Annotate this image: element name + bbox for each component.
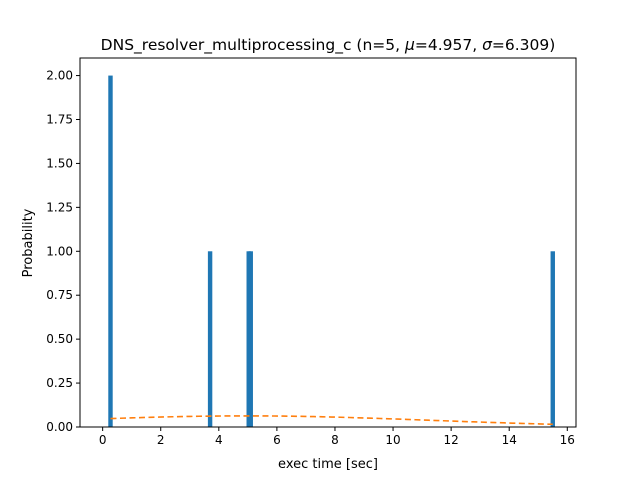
y-tick-label: 1.50: [46, 156, 73, 170]
y-tick-label: 1.00: [46, 244, 73, 258]
x-tick-label: 6: [273, 433, 281, 447]
y-tick-label: 1.25: [46, 200, 73, 214]
chart-title: DNS_resolver_multiprocessing_c (n=5, μ=4…: [101, 36, 556, 55]
y-tick-label: 0.25: [46, 376, 73, 390]
y-axis-ticks: 0.00 0.25 0.50 0.75 1.00 1.25 1.50 1.75 2.00: [46, 69, 80, 434]
y-tick-label: 0.75: [46, 288, 73, 302]
plot-area: [108, 75, 555, 428]
normal-fit-curve: [110, 415, 553, 426]
x-axis-ticks: 0 2 4 6 8 10 12 14 16: [99, 427, 575, 447]
x-tick-label: 8: [331, 433, 339, 447]
x-tick-label: 16: [560, 433, 575, 447]
histogram-bar-1: [207, 251, 213, 427]
axes-frame: [79, 57, 577, 428]
x-tick-label: 0: [99, 433, 107, 447]
histogram-bar-3: [248, 251, 253, 427]
x-tick-label: 14: [502, 433, 517, 447]
histogram-bar-4: [550, 251, 555, 427]
y-tick-label: 2.00: [46, 69, 73, 83]
x-tick-label: 4: [215, 433, 223, 447]
x-tick-label: 10: [385, 433, 400, 447]
x-tick-label: 2: [157, 433, 165, 447]
y-tick-label: 0.00: [46, 420, 73, 434]
y-tick-label: 1.75: [46, 113, 73, 127]
x-tick-label: 12: [443, 433, 458, 447]
y-tick-label: 0.50: [46, 332, 73, 346]
x-axis-label: exec time [sec]: [278, 457, 378, 472]
y-axis-label: Probability: [21, 208, 36, 277]
histogram-bar-0: [108, 75, 113, 428]
